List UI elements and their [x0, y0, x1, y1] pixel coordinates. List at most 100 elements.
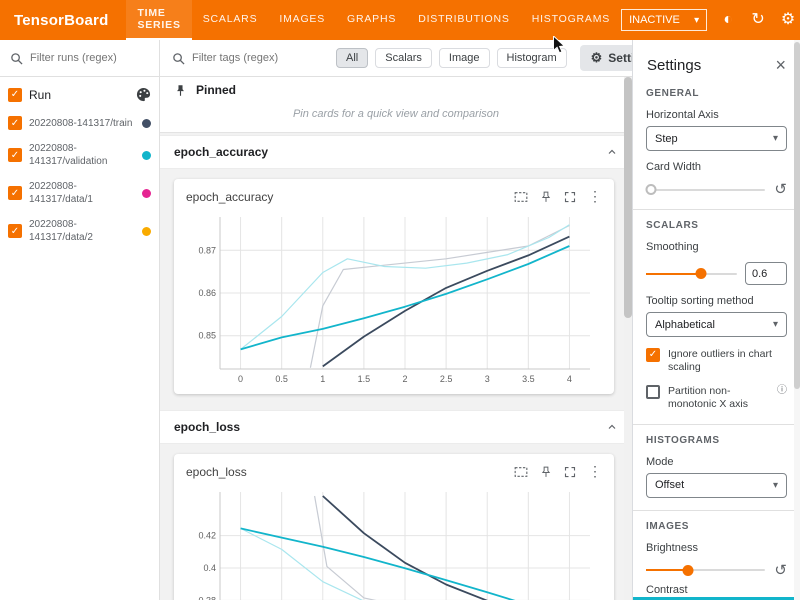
- run-label: 20220808-141317/train: [29, 117, 135, 130]
- scalar-card-epoch-loss: epoch_loss ⋮: [174, 454, 614, 600]
- slider-thumb[interactable]: [695, 268, 706, 279]
- histogram-mode-label: Mode: [646, 456, 787, 468]
- chip-all[interactable]: All: [336, 48, 368, 68]
- run-row-data-2[interactable]: ✓ 20220808-141317/data/2: [0, 212, 159, 250]
- slider-thumb[interactable]: [682, 565, 693, 576]
- card-title: epoch_accuracy: [186, 190, 514, 204]
- info-icon[interactable]: ⓘ: [777, 385, 787, 398]
- header-controls: INACTIVE ▾ ◐ ↻ ⚙ ?: [621, 9, 800, 31]
- run-checkbox[interactable]: ✓: [8, 148, 22, 162]
- filter-tags-input[interactable]: [192, 52, 322, 64]
- chevron-up-icon[interactable]: [606, 146, 618, 158]
- chevron-down-icon: ▾: [773, 319, 778, 330]
- main-scrollbar[interactable]: [624, 77, 632, 600]
- run-color-dot: [142, 151, 151, 160]
- settings-scrollbar[interactable]: [794, 40, 800, 600]
- run-color-dot: [142, 227, 151, 236]
- chevron-down-icon: ▾: [694, 15, 699, 26]
- chip-histogram[interactable]: Histogram: [497, 48, 567, 68]
- more-options-icon[interactable]: ⋮: [588, 188, 602, 205]
- run-checkbox[interactable]: ✓: [8, 224, 22, 238]
- contrast-toggle-icon[interactable]: ◐: [719, 12, 737, 28]
- reset-icon[interactable]: ↺: [774, 182, 787, 197]
- smoothing-slider[interactable]: [646, 273, 737, 275]
- gear-icon: ⚙: [591, 50, 603, 66]
- contrast-label: Contrast: [646, 584, 787, 596]
- search-icon: [172, 52, 185, 65]
- chip-image[interactable]: Image: [439, 48, 490, 68]
- run-row-data-1[interactable]: ✓ 20220808-141317/data/1: [0, 174, 159, 212]
- tab-distributions[interactable]: DISTRIBUTIONS: [407, 0, 521, 40]
- svg-text:3.5: 3.5: [522, 374, 535, 384]
- divider: [633, 209, 800, 210]
- fit-to-data-icon[interactable]: [514, 191, 528, 203]
- histogram-mode-dropdown[interactable]: Offset ▾: [646, 473, 787, 498]
- svg-text:0.86: 0.86: [198, 288, 216, 298]
- pin-icon: [174, 84, 187, 97]
- partition-x-checkbox[interactable]: [646, 385, 660, 399]
- section-epoch-accuracy[interactable]: epoch_accuracy: [160, 135, 632, 169]
- horizontal-axis-dropdown[interactable]: Step ▾: [646, 126, 787, 151]
- select-all-runs-checkbox[interactable]: ✓: [8, 88, 22, 102]
- chevron-up-icon[interactable]: [606, 421, 618, 433]
- settings-panel-header: Settings ×: [647, 56, 786, 74]
- tab-graphs[interactable]: GRAPHS: [336, 0, 407, 40]
- card-area: epoch_accuracy ⋮: [160, 169, 632, 408]
- smoothing-value-input[interactable]: [745, 262, 787, 285]
- brightness-slider-row: ↺: [646, 563, 787, 578]
- palette-icon[interactable]: [136, 87, 151, 102]
- settings-panel: Settings × GENERAL Horizontal Axis Step …: [632, 40, 800, 600]
- tab-time-series[interactable]: TIME SERIES: [126, 0, 191, 40]
- ignore-outliers-label: Ignore outliers in chart scaling: [668, 348, 787, 374]
- scalar-chart-epoch-loss[interactable]: 00.511.522.533.540.360.380.40.42: [184, 484, 600, 600]
- divider: [633, 510, 800, 511]
- pin-card-icon[interactable]: [540, 466, 552, 478]
- scalar-chart-epoch-accuracy[interactable]: 00.511.522.533.540.850.860.87: [184, 209, 600, 387]
- run-label: 20220808-141317/data/2: [29, 218, 135, 244]
- run-row-train[interactable]: ✓ 20220808-141317/train: [0, 110, 159, 136]
- run-label: 20220808-141317/data/1: [29, 180, 135, 206]
- brightness-slider[interactable]: [646, 569, 765, 571]
- svg-text:0: 0: [238, 374, 243, 384]
- brightness-label: Brightness: [646, 542, 787, 554]
- section-epoch-loss[interactable]: epoch_loss: [160, 410, 632, 444]
- runs-column-header: Run: [29, 88, 129, 102]
- chip-scalars[interactable]: Scalars: [375, 48, 432, 68]
- main-column: All Scalars Image Histogram ⚙ Settings P…: [160, 40, 632, 600]
- tooltip-sorting-dropdown[interactable]: Alphabetical ▾: [646, 312, 787, 337]
- ignore-outliers-checkbox[interactable]: ✓: [646, 348, 660, 362]
- main-scrollbar-thumb[interactable]: [624, 77, 632, 318]
- scalar-card-epoch-accuracy: epoch_accuracy ⋮: [174, 179, 614, 394]
- ignore-outliers-row[interactable]: ✓ Ignore outliers in chart scaling: [646, 348, 787, 374]
- reset-icon[interactable]: ↺: [774, 563, 787, 578]
- run-row-validation[interactable]: ✓ 20220808-141317/validation: [0, 136, 159, 174]
- card-width-slider[interactable]: [646, 189, 765, 191]
- horizontal-axis-label: Horizontal Axis: [646, 109, 787, 121]
- close-icon[interactable]: ×: [775, 56, 786, 74]
- partition-x-label: Partition non-monotonic X axis: [668, 385, 769, 411]
- card-header: epoch_loss ⋮: [184, 461, 604, 484]
- cards-scroll-area: Pinned Pin cards for a quick view and co…: [160, 77, 632, 600]
- reload-status-dropdown[interactable]: INACTIVE ▾: [621, 9, 707, 31]
- tab-scalars[interactable]: SCALARS: [192, 0, 269, 40]
- pin-card-icon[interactable]: [540, 191, 552, 203]
- tab-images[interactable]: IMAGES: [268, 0, 336, 40]
- run-checkbox[interactable]: ✓: [8, 116, 22, 130]
- runs-sidebar: ✓ Run ✓ 20220808-141317/train ✓ 20220808…: [0, 40, 160, 600]
- filter-runs-input[interactable]: [30, 52, 149, 64]
- more-options-icon[interactable]: ⋮: [588, 463, 602, 480]
- partition-x-row[interactable]: Partition non-monotonic X axis ⓘ: [646, 385, 787, 411]
- top-nav: TIME SERIES SCALARS IMAGES GRAPHS DISTRI…: [126, 0, 621, 40]
- tab-histograms[interactable]: HISTOGRAMS: [521, 0, 621, 40]
- settings-gear-icon[interactable]: ⚙: [779, 12, 797, 28]
- refresh-icon[interactable]: ↻: [749, 12, 767, 28]
- images-heading: IMAGES: [646, 521, 787, 532]
- fullscreen-icon[interactable]: [564, 191, 576, 203]
- settings-scrollbar-thumb[interactable]: [794, 42, 800, 389]
- slider-thumb[interactable]: [645, 184, 656, 195]
- run-checkbox[interactable]: ✓: [8, 186, 22, 200]
- reload-status-value: INACTIVE: [629, 14, 680, 26]
- fullscreen-icon[interactable]: [564, 466, 576, 478]
- scalars-heading: SCALARS: [646, 220, 787, 231]
- fit-to-data-icon[interactable]: [514, 466, 528, 478]
